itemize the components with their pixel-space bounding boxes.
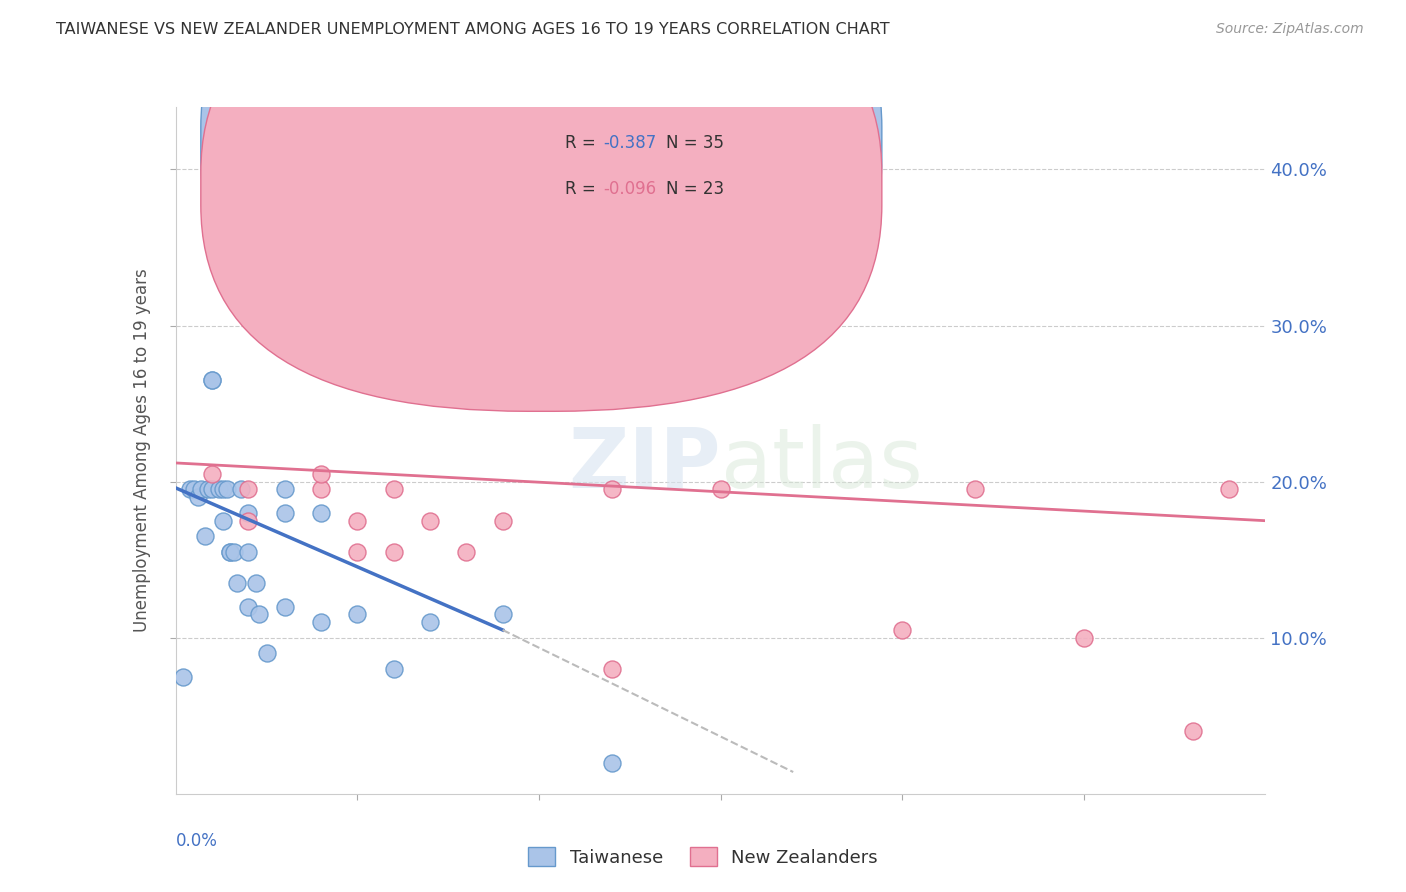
Point — [1181, 724, 1204, 739]
Point — [245, 576, 267, 591]
Text: R =: R = — [565, 135, 600, 153]
Point — [226, 576, 249, 591]
Y-axis label: Unemployment Among Ages 16 to 19 years: Unemployment Among Ages 16 to 19 years — [134, 268, 152, 632]
Point — [492, 514, 515, 528]
Point — [201, 467, 224, 481]
Text: atlas: atlas — [721, 424, 922, 505]
FancyBboxPatch shape — [508, 107, 792, 220]
Point — [231, 483, 253, 497]
Point — [201, 373, 224, 387]
Point — [274, 483, 297, 497]
Point — [309, 483, 332, 497]
Point — [600, 662, 623, 676]
Point — [274, 599, 297, 614]
Point — [891, 623, 914, 637]
Point — [201, 373, 224, 387]
Point — [710, 483, 733, 497]
Point — [238, 545, 260, 559]
Point — [238, 483, 260, 497]
Point — [309, 615, 332, 630]
Point — [600, 756, 623, 770]
Point — [963, 483, 986, 497]
Point — [346, 545, 368, 559]
Point — [256, 646, 278, 660]
Text: Source: ZipAtlas.com: Source: ZipAtlas.com — [1216, 22, 1364, 37]
Point — [172, 670, 194, 684]
Point — [1218, 483, 1240, 497]
Point — [183, 483, 205, 497]
Point — [309, 506, 332, 520]
Point — [190, 483, 212, 497]
Point — [179, 483, 201, 497]
Point — [492, 607, 515, 622]
Point — [346, 607, 368, 622]
Point — [186, 490, 209, 504]
Point — [222, 545, 245, 559]
FancyBboxPatch shape — [201, 0, 882, 411]
Point — [419, 615, 441, 630]
Point — [419, 514, 441, 528]
Text: TAIWANESE VS NEW ZEALANDER UNEMPLOYMENT AMONG AGES 16 TO 19 YEARS CORRELATION CH: TAIWANESE VS NEW ZEALANDER UNEMPLOYMENT … — [56, 22, 890, 37]
Text: R =: R = — [565, 180, 600, 198]
Point — [215, 483, 238, 497]
Point — [201, 483, 224, 497]
Point — [382, 483, 405, 497]
Text: N = 23: N = 23 — [666, 180, 724, 198]
Point — [256, 209, 278, 223]
Point — [212, 514, 235, 528]
Text: 0.0%: 0.0% — [176, 831, 218, 850]
Text: -0.096: -0.096 — [603, 180, 657, 198]
Text: -0.387: -0.387 — [603, 135, 657, 153]
Point — [346, 514, 368, 528]
Point — [238, 514, 260, 528]
Point — [219, 545, 242, 559]
Point — [197, 483, 219, 497]
Point — [309, 467, 332, 481]
Point — [247, 607, 270, 622]
Point — [1073, 631, 1095, 645]
Point — [274, 342, 297, 356]
Text: ZIP: ZIP — [568, 424, 721, 505]
Text: N = 35: N = 35 — [666, 135, 724, 153]
Point — [274, 506, 297, 520]
Point — [238, 599, 260, 614]
FancyBboxPatch shape — [201, 0, 882, 366]
Point — [600, 483, 623, 497]
Point — [219, 545, 242, 559]
Point — [382, 545, 405, 559]
Point — [382, 662, 405, 676]
Point — [456, 545, 478, 559]
Point — [238, 506, 260, 520]
Point — [212, 483, 235, 497]
Point — [208, 483, 231, 497]
Point — [274, 310, 297, 325]
Legend: Taiwanese, New Zealanders: Taiwanese, New Zealanders — [520, 840, 886, 874]
Point — [194, 529, 217, 543]
